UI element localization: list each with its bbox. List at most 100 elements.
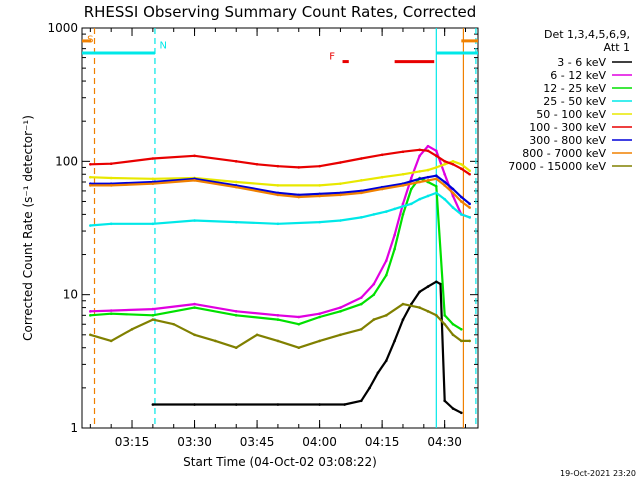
series-point xyxy=(193,403,196,406)
series-point xyxy=(451,187,455,191)
series-point xyxy=(443,322,446,326)
series-point xyxy=(359,302,363,306)
series-point xyxy=(435,174,438,178)
series-point xyxy=(460,167,463,171)
y-tick-label: 100 xyxy=(55,154,78,168)
series-point xyxy=(443,163,446,166)
legend-header: Att 1 xyxy=(604,41,630,54)
series-point xyxy=(276,403,280,406)
series-point xyxy=(439,282,442,286)
series-point xyxy=(89,314,92,317)
series-point xyxy=(435,191,438,195)
state-annotation: F xyxy=(329,52,335,63)
series-point xyxy=(376,371,380,374)
series-point xyxy=(318,164,321,168)
x-tick-label: 03:30 xyxy=(177,435,212,449)
series-point xyxy=(426,310,430,313)
series-point xyxy=(89,333,92,337)
series-line xyxy=(90,160,471,187)
series-point xyxy=(193,306,196,309)
y-axis-label: Corrected Count Rate (s⁻¹ detector⁻¹) xyxy=(21,115,35,341)
series-point xyxy=(426,179,430,182)
series-point xyxy=(372,282,376,286)
series-point xyxy=(451,163,455,166)
series-point xyxy=(460,339,463,343)
series-point xyxy=(109,222,113,226)
series-point xyxy=(368,386,371,390)
series-point xyxy=(359,179,363,182)
series-point xyxy=(443,184,446,187)
series-point xyxy=(426,144,430,148)
series-point xyxy=(214,339,217,343)
series-point xyxy=(380,187,384,191)
series-point xyxy=(193,154,196,158)
series-point xyxy=(443,180,446,184)
series-point xyxy=(151,222,155,226)
series-point xyxy=(418,306,421,309)
series-point xyxy=(297,193,301,197)
series-point xyxy=(443,172,446,176)
chart-title: RHESSI Observing Summary Count Rates, Co… xyxy=(84,3,477,21)
series-point xyxy=(393,207,396,211)
series-point xyxy=(234,160,238,163)
series-point xyxy=(384,359,388,362)
series-point xyxy=(393,247,396,251)
series-point xyxy=(359,399,363,403)
series-point xyxy=(443,197,446,201)
series-point xyxy=(418,197,421,201)
series-point xyxy=(234,220,238,224)
series-point xyxy=(109,312,113,315)
series-point xyxy=(401,213,405,216)
series-point xyxy=(460,195,463,199)
series-point xyxy=(276,339,280,343)
series-point xyxy=(255,333,259,337)
series-point xyxy=(297,322,301,326)
series-point xyxy=(460,213,463,216)
state-annotation: N xyxy=(160,41,167,52)
y-tick-label: 1000 xyxy=(47,21,78,35)
series-point xyxy=(435,154,438,158)
series-point xyxy=(109,162,113,165)
series-point xyxy=(372,293,376,296)
legend-header: Det 1,3,4,5,6,9, xyxy=(544,28,630,41)
plot-frame xyxy=(81,27,479,429)
y-tick-label: 1 xyxy=(70,421,78,435)
series-point xyxy=(276,222,280,226)
series-point xyxy=(318,192,321,196)
series-point xyxy=(460,411,463,415)
series-point xyxy=(276,314,280,317)
series-point xyxy=(384,273,388,277)
series-point xyxy=(151,318,155,321)
series-point xyxy=(89,175,92,179)
series-line xyxy=(90,145,471,319)
series-point xyxy=(418,148,421,152)
series-line xyxy=(90,191,471,227)
series-point xyxy=(193,333,196,337)
series-point xyxy=(401,318,405,321)
series-point xyxy=(343,403,346,406)
series-point xyxy=(451,194,455,198)
series-point xyxy=(297,346,301,350)
series-point xyxy=(109,309,113,312)
series-point xyxy=(193,302,196,306)
series-point xyxy=(418,177,421,181)
series-point xyxy=(384,210,388,213)
series-point xyxy=(393,339,396,343)
series-point xyxy=(318,184,321,187)
series-point xyxy=(339,161,342,164)
series-point xyxy=(468,172,471,176)
series-point xyxy=(318,220,321,224)
series-point xyxy=(468,216,471,219)
series-point xyxy=(234,185,238,189)
series-point xyxy=(276,191,280,195)
series-point xyxy=(451,206,455,209)
series-point xyxy=(276,318,280,321)
series-point xyxy=(318,312,321,315)
series-point xyxy=(460,327,463,331)
series-point xyxy=(339,191,342,195)
series-point xyxy=(435,166,438,169)
series-point xyxy=(468,206,471,209)
series-point xyxy=(318,339,321,343)
series-point xyxy=(318,403,321,406)
